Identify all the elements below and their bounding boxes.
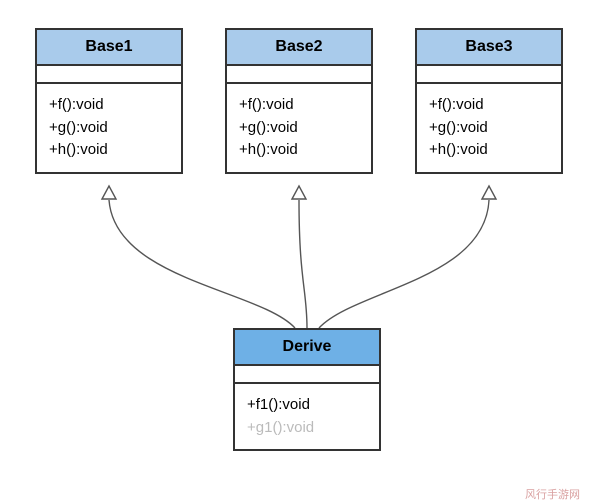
method-line: +f():void: [239, 94, 359, 117]
method-line: +g1():void: [247, 417, 367, 440]
arrowhead-icon: [482, 186, 496, 199]
class-header-base3: Base3: [417, 30, 561, 66]
class-box-base1: Base1 +f():void+g():void+h():void: [35, 28, 183, 174]
class-attributes-empty: [37, 66, 181, 84]
class-header-base2: Base2: [227, 30, 371, 66]
class-methods-base3: +f():void+g():void+h():void: [417, 84, 561, 172]
method-line: +h():void: [239, 139, 359, 162]
method-line: +f():void: [49, 94, 169, 117]
method-line: +g():void: [49, 117, 169, 140]
class-attributes-empty: [417, 66, 561, 84]
method-line: +h():void: [429, 139, 549, 162]
inheritance-edge: [109, 200, 295, 328]
method-line: +f1():void: [247, 394, 367, 417]
class-header-derive: Derive: [235, 330, 379, 366]
class-box-base3: Base3 +f():void+g():void+h():void: [415, 28, 563, 174]
class-methods-derive: +f1():void+g1():void: [235, 384, 379, 449]
class-attributes-empty: [235, 366, 379, 384]
class-methods-base2: +f():void+g():void+h():void: [227, 84, 371, 172]
method-line: +f():void: [429, 94, 549, 117]
method-line: +g():void: [429, 117, 549, 140]
class-methods-base1: +f():void+g():void+h():void: [37, 84, 181, 172]
arrowhead-icon: [102, 186, 116, 199]
inheritance-edge: [319, 200, 489, 328]
method-line: +h():void: [49, 139, 169, 162]
inheritance-edge: [299, 200, 307, 328]
method-line: +g():void: [239, 117, 359, 140]
class-header-base1: Base1: [37, 30, 181, 66]
class-box-derive: Derive +f1():void+g1():void: [233, 328, 381, 451]
class-attributes-empty: [227, 66, 371, 84]
arrowhead-icon: [292, 186, 306, 199]
class-box-base2: Base2 +f():void+g():void+h():void: [225, 28, 373, 174]
